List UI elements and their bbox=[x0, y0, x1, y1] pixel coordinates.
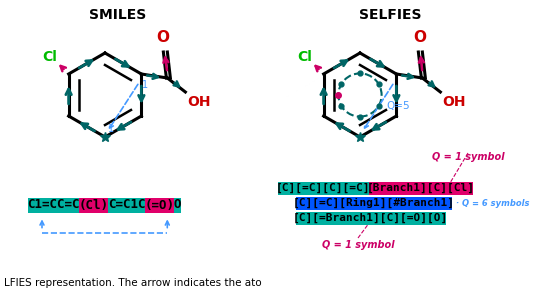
Text: [C][=Branch1][C][=O][O]: [C][=Branch1][C][=O][O] bbox=[293, 213, 448, 223]
Text: O: O bbox=[174, 199, 182, 212]
Text: SMILES: SMILES bbox=[89, 8, 147, 22]
Text: SELFIES: SELFIES bbox=[359, 8, 421, 22]
Bar bbox=[79, 197, 108, 213]
Bar bbox=[278, 181, 369, 194]
Text: Cl: Cl bbox=[297, 50, 312, 64]
Bar bbox=[296, 197, 452, 210]
Bar bbox=[145, 197, 174, 213]
Text: [Branch1][C][Cl]: [Branch1][C][Cl] bbox=[367, 183, 475, 193]
Text: [C][=C][C][=C]: [C][=C][C][=C] bbox=[276, 183, 371, 193]
Text: (Cl): (Cl) bbox=[79, 199, 109, 212]
Text: Cl: Cl bbox=[42, 50, 57, 64]
Text: 1: 1 bbox=[142, 80, 148, 90]
Text: LFIES representation. The arrow indicates the ato: LFIES representation. The arrow indicate… bbox=[4, 278, 262, 288]
Bar bbox=[296, 212, 445, 224]
Text: C1=CC=C: C1=CC=C bbox=[27, 199, 80, 212]
Text: O: O bbox=[413, 30, 426, 45]
Text: [C][=C][Ring1][#Branch1]: [C][=C][Ring1][#Branch1] bbox=[293, 198, 455, 208]
Bar bbox=[108, 197, 145, 213]
Text: OH: OH bbox=[187, 95, 211, 109]
Bar bbox=[174, 197, 181, 213]
Text: Q = 1 symbol: Q = 1 symbol bbox=[432, 152, 505, 162]
Text: C=C1C: C=C1C bbox=[108, 199, 145, 212]
Bar bbox=[28, 197, 79, 213]
Text: Q=5: Q=5 bbox=[386, 101, 410, 110]
Text: Q = 1 symbol: Q = 1 symbol bbox=[322, 240, 394, 250]
Text: OH: OH bbox=[442, 95, 466, 109]
Text: 1: 1 bbox=[108, 124, 114, 134]
Text: O: O bbox=[156, 30, 169, 45]
Text: · Q = 6 symbols: · Q = 6 symbols bbox=[456, 199, 529, 207]
Text: (=O): (=O) bbox=[145, 199, 174, 212]
Bar bbox=[369, 181, 473, 194]
